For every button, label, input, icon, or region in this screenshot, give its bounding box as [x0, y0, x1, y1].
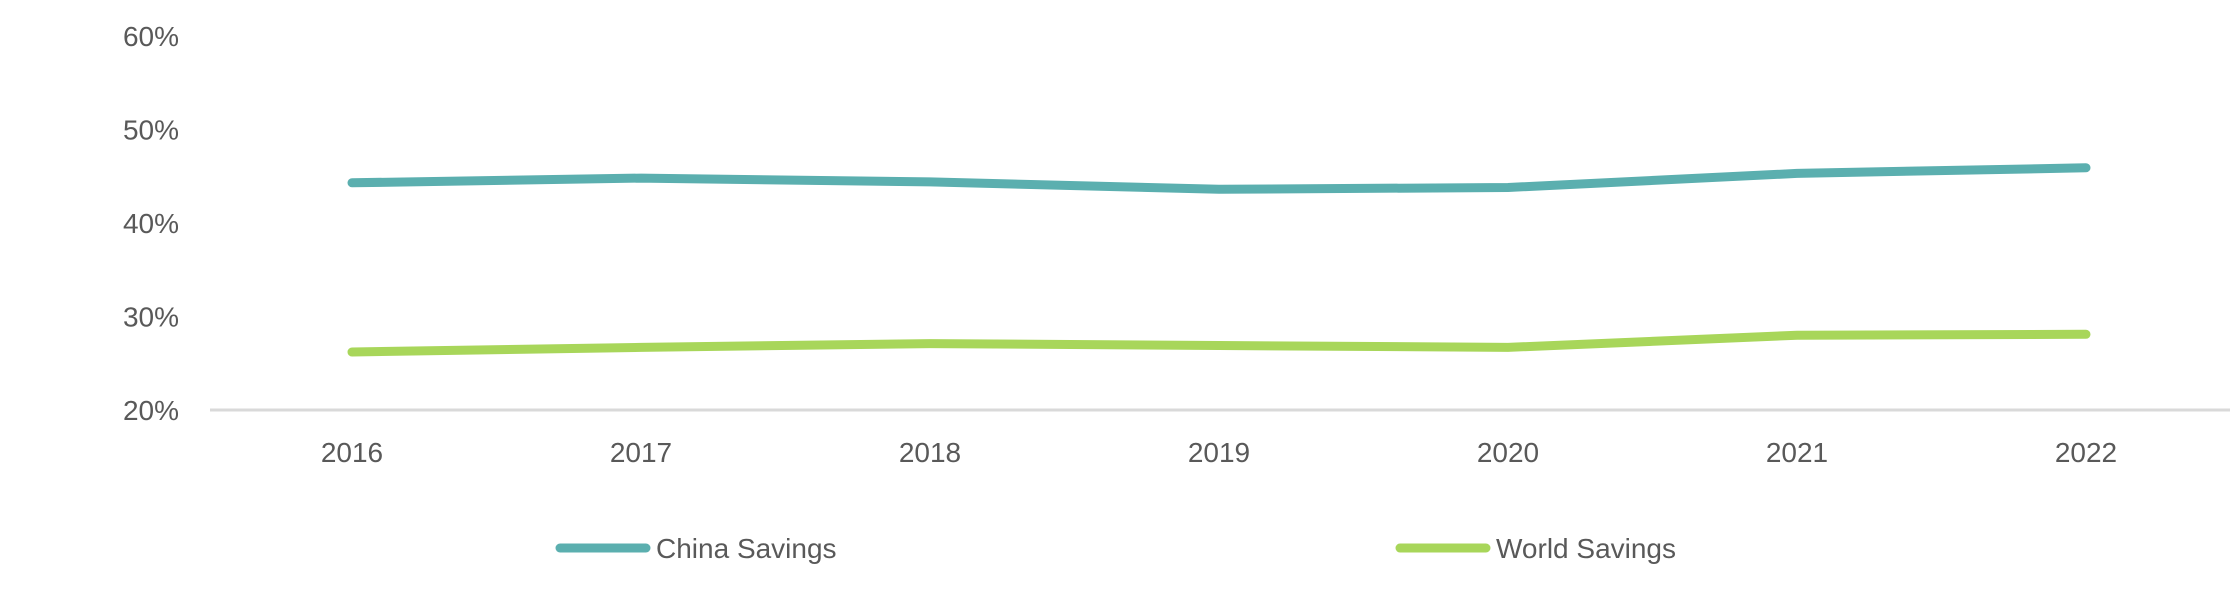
y-tick-label: 60% [123, 21, 179, 52]
series-line-china-savings [347, 163, 2091, 194]
x-tick-label: 2019 [1188, 437, 1250, 468]
x-tick-label: 2021 [1766, 437, 1828, 468]
y-tick-label: 30% [123, 302, 179, 333]
series-line-world-savings [347, 329, 2091, 357]
x-tick-label: 2020 [1477, 437, 1539, 468]
y-tick-label: 20% [123, 395, 179, 426]
legend-item: World Savings [1395, 533, 1676, 564]
x-tick-label: 2022 [2055, 437, 2117, 468]
y-tick-label: 40% [123, 208, 179, 239]
legend-item: China Savings [555, 533, 837, 564]
y-tick-label: 50% [123, 115, 179, 146]
series-lines [347, 163, 2091, 357]
x-tick-label: 2017 [610, 437, 672, 468]
x-tick-label: 2016 [321, 437, 383, 468]
y-axis-ticks: 20% 30% 40% 50% 60% [123, 21, 179, 426]
legend-label: World Savings [1496, 533, 1676, 564]
legend-label: China Savings [656, 533, 837, 564]
x-tick-label: 2018 [899, 437, 961, 468]
x-axis-ticks: 2016 2017 2018 2019 2020 2021 2022 [321, 437, 2117, 468]
legend: China Savings World Savings [555, 533, 1676, 564]
